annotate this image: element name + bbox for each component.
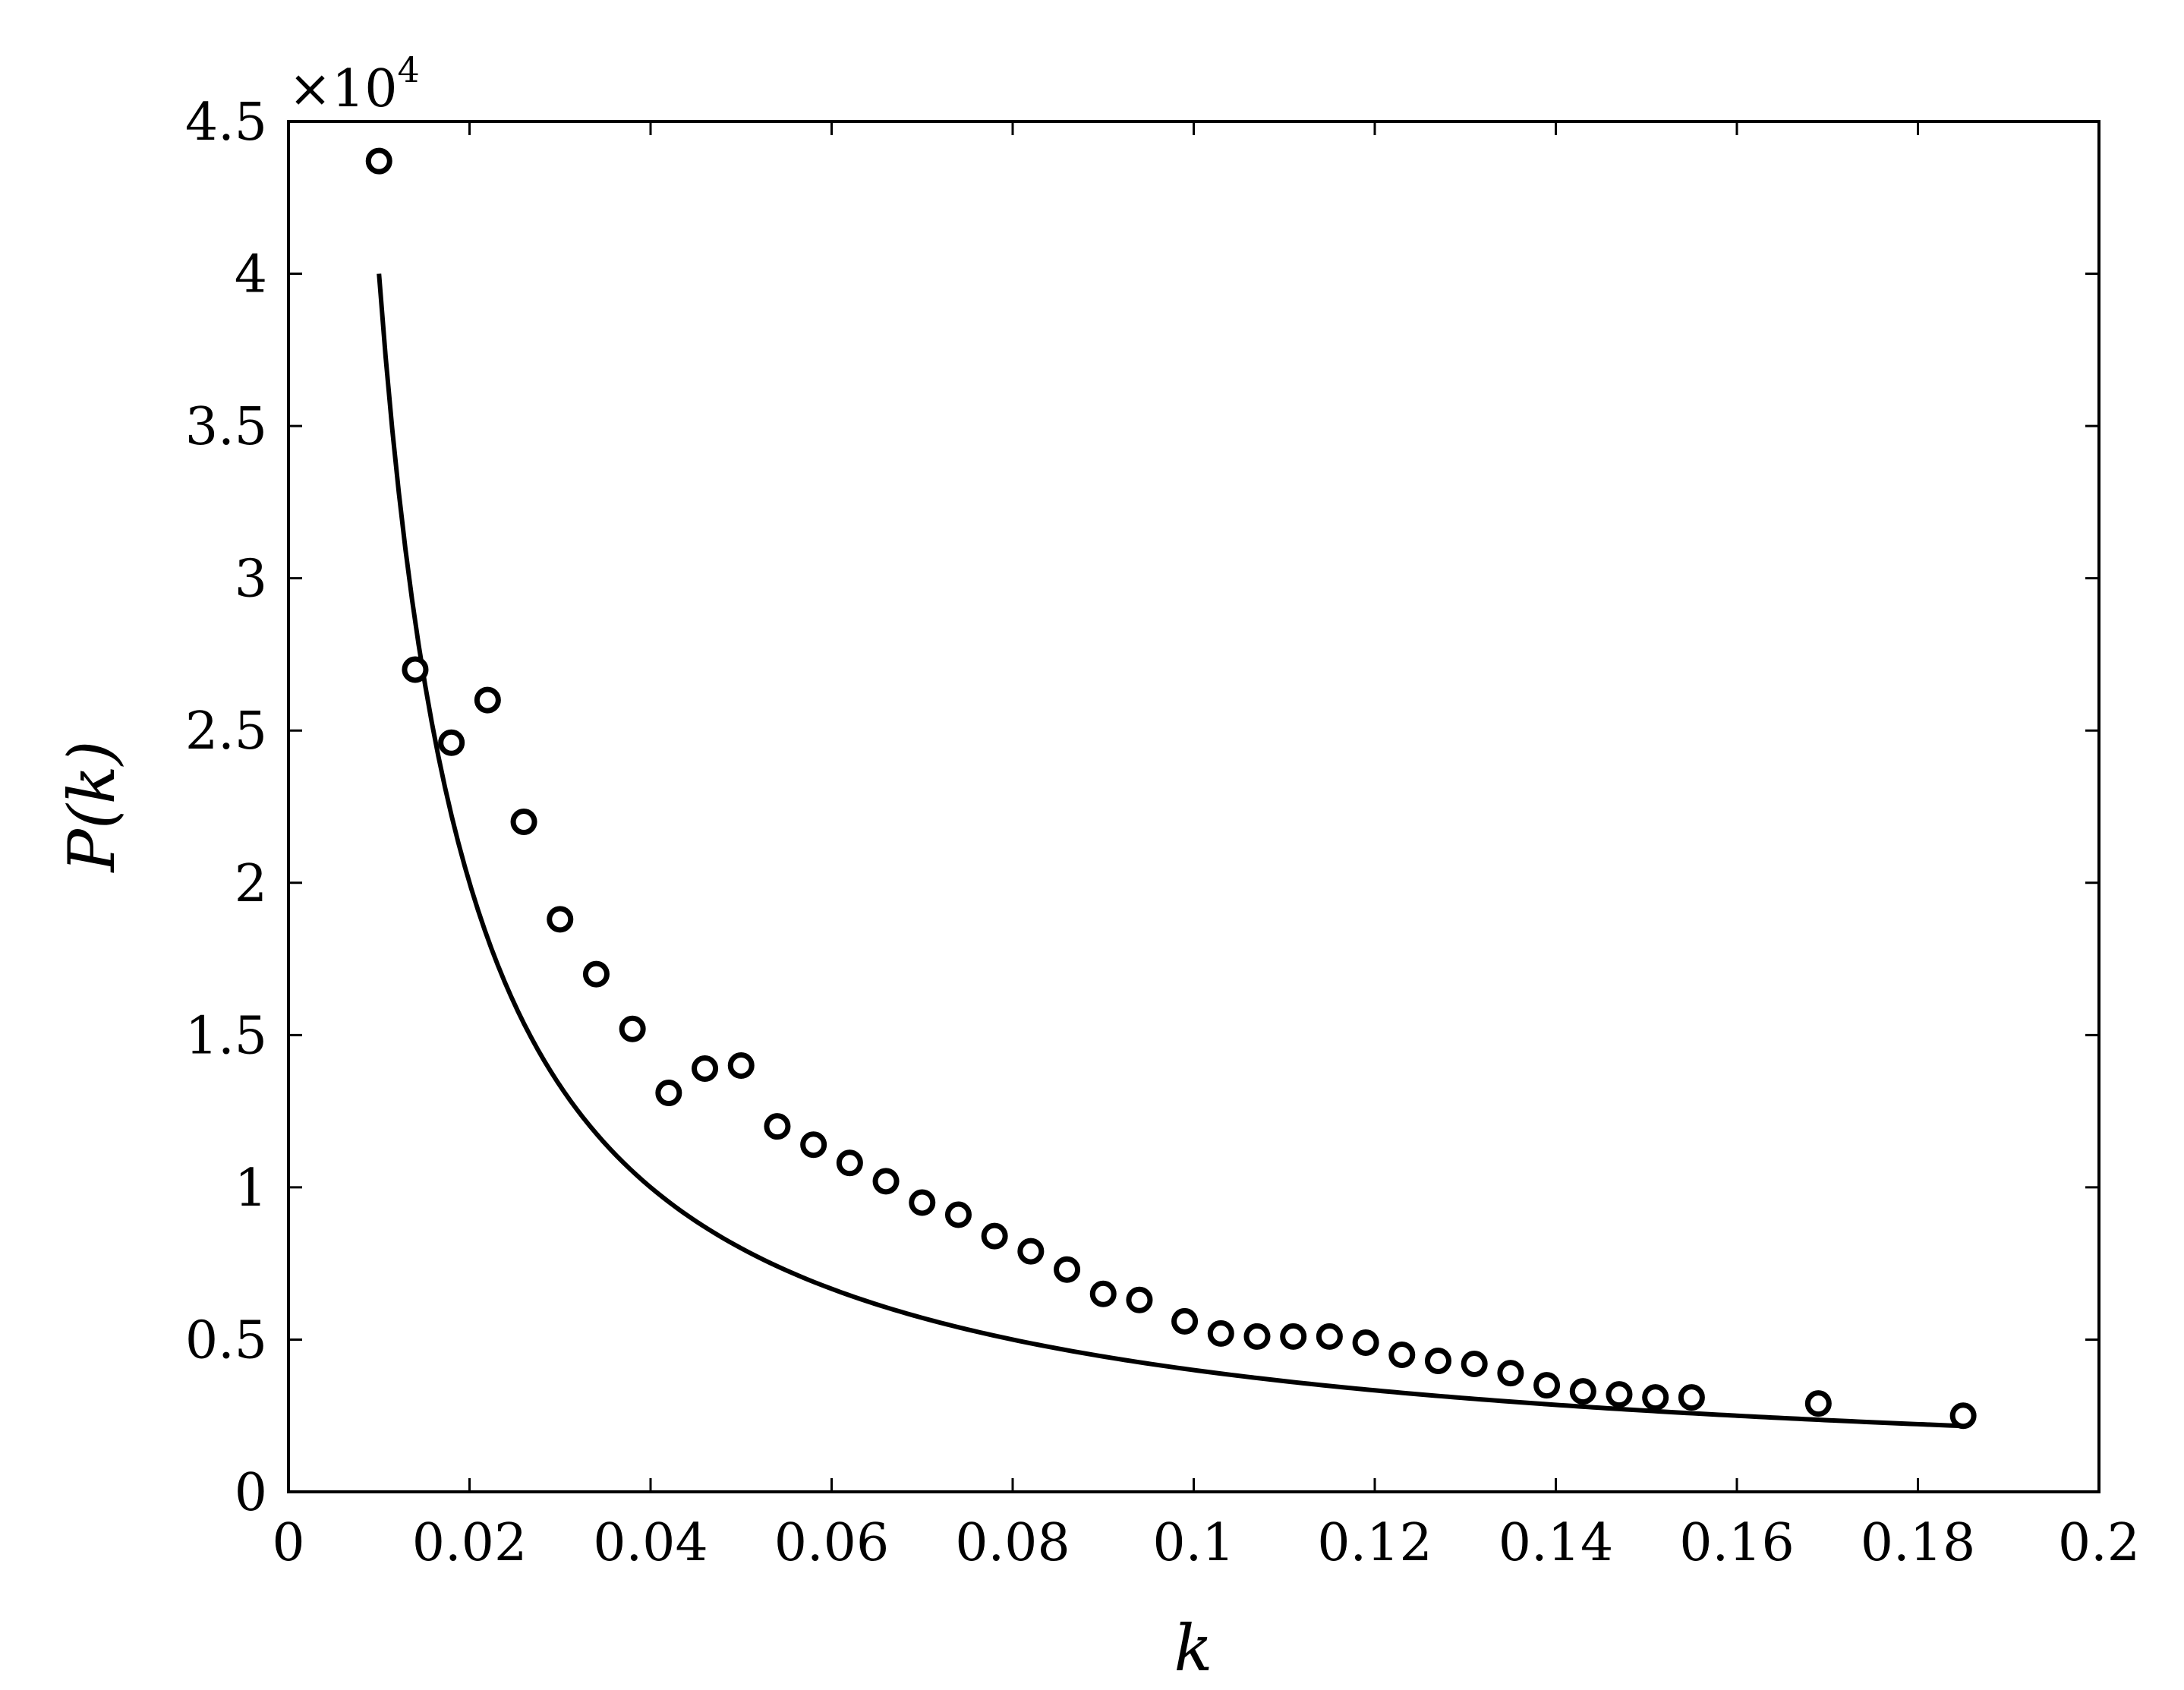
data-point [365, 147, 392, 175]
x-tick-label: 0.18 [1861, 1513, 1975, 1573]
x-tick-label: 0 [272, 1513, 304, 1573]
data-point [1497, 1360, 1524, 1387]
x-tick-label: 0.04 [593, 1513, 708, 1573]
data-point [1316, 1323, 1343, 1350]
data-point [1642, 1384, 1669, 1411]
data-point [1126, 1286, 1153, 1313]
x-tick-labels: 0 0.02 0.04 0.06 0.08 0.1 0.12 0.14 0.16 0.18 0.2 [272, 1513, 2140, 1573]
data-point [619, 1015, 646, 1042]
data-point [909, 1189, 936, 1216]
y-multiplier-base: ×10 [288, 59, 398, 119]
y-tick-label: 0 [235, 1463, 267, 1523]
data-point [1461, 1351, 1488, 1378]
x-tick-label: 0.02 [412, 1513, 527, 1573]
x-axis-label: k [1174, 1611, 1213, 1685]
data-point [1569, 1378, 1596, 1405]
data-point [1171, 1307, 1199, 1335]
data-point [1424, 1348, 1451, 1375]
data-point [1388, 1342, 1416, 1368]
data-point [944, 1201, 972, 1228]
x-tick-label: 0.14 [1499, 1513, 1613, 1573]
y-tick-label: 1 [235, 1159, 267, 1219]
x-tick-label: 0.16 [1679, 1513, 1794, 1573]
data-point [800, 1131, 827, 1159]
y-axis-label: P(k) [55, 741, 129, 874]
data-point [1606, 1381, 1633, 1408]
line-layer [377, 273, 1964, 1429]
data-point [727, 1052, 755, 1079]
y-tick-label: 4 [235, 245, 267, 305]
y-multiplier-exponent: 4 [398, 49, 420, 90]
plot-area [288, 121, 2099, 1492]
y-tick-label: 0.5 [185, 1310, 267, 1370]
data-point [402, 656, 429, 683]
data-point [1533, 1372, 1561, 1399]
data-point [510, 809, 537, 836]
data-point [692, 1055, 719, 1082]
fit-curve [377, 273, 1964, 1429]
data-point [1017, 1238, 1045, 1265]
y-tick-label: 2 [235, 854, 267, 914]
data-point [438, 729, 465, 756]
data-point [1804, 1390, 1832, 1417]
y-tick-label: 4.5 [185, 93, 267, 153]
y-tick-label: 2.5 [185, 702, 267, 761]
y-tick-label: 1.5 [185, 1006, 267, 1066]
y-tick-labels: 0 0.5 1 1.5 2 2.5 3 3.5 4 4.5 [185, 93, 267, 1523]
data-point [582, 960, 610, 988]
y-multiplier: ×104 [288, 49, 420, 119]
x-tick-label: 0.06 [774, 1513, 889, 1573]
data-point [1352, 1329, 1379, 1356]
data-point [1678, 1384, 1705, 1411]
data-point [474, 686, 501, 714]
data-point [764, 1113, 791, 1140]
data-point [836, 1149, 863, 1177]
data-point [981, 1222, 1008, 1250]
data-point [1243, 1323, 1271, 1350]
marker-layer [365, 147, 1977, 1430]
x-tick-label: 0.12 [1317, 1513, 1432, 1573]
data-point [1949, 1402, 1977, 1430]
x-tick-label: 0.08 [955, 1513, 1070, 1573]
data-point [872, 1168, 900, 1195]
data-point [547, 906, 574, 933]
x-tick-label: 0.2 [2058, 1513, 2140, 1573]
x-tick-label: 0.1 [1152, 1513, 1234, 1573]
y-tick-label: 3 [235, 550, 267, 610]
y-tick-label: 3.5 [185, 397, 267, 457]
data-point [1207, 1320, 1234, 1347]
data-point [655, 1080, 682, 1107]
data-point [1054, 1256, 1081, 1283]
data-point [1089, 1280, 1117, 1307]
data-point [1280, 1323, 1307, 1350]
plot-frame [287, 120, 2100, 1493]
